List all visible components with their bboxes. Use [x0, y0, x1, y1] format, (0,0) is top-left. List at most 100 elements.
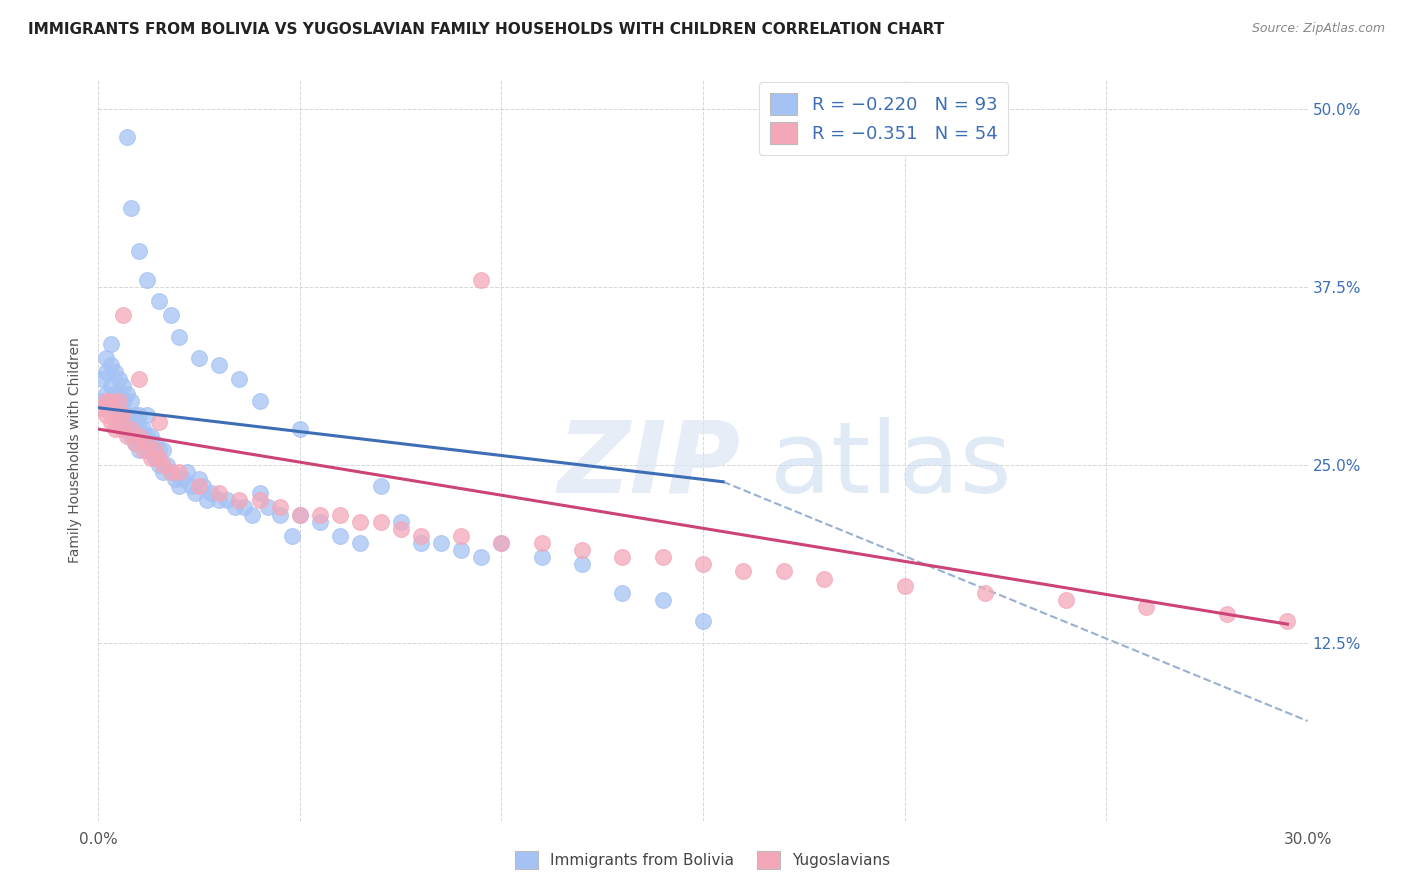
Point: [107, 386, 129, 401]
Point: [120, 429, 142, 443]
Point: [195, 493, 218, 508]
Point: [1277, 615, 1299, 629]
Point: [249, 486, 271, 500]
Point: [232, 500, 254, 515]
Point: [188, 479, 211, 493]
Point: [269, 500, 291, 515]
Point: [249, 393, 271, 408]
Point: [530, 550, 553, 565]
Point: [120, 393, 142, 408]
Point: [288, 422, 311, 436]
Point: [152, 458, 174, 472]
Point: [530, 536, 553, 550]
Point: [96, 393, 118, 408]
Point: [772, 565, 794, 579]
Point: [143, 450, 166, 465]
Point: [180, 479, 202, 493]
Point: [120, 415, 142, 429]
Point: [115, 429, 138, 443]
Point: [349, 515, 371, 529]
Point: [100, 379, 122, 393]
Text: atlas: atlas: [769, 417, 1011, 514]
Point: [135, 408, 157, 422]
Point: [148, 415, 170, 429]
Point: [409, 536, 432, 550]
Point: [132, 422, 155, 436]
Point: [1135, 600, 1157, 615]
Point: [188, 351, 211, 365]
Point: [184, 486, 207, 500]
Point: [612, 550, 634, 565]
Point: [249, 493, 271, 508]
Point: [288, 508, 311, 522]
Point: [103, 422, 125, 436]
Legend: R = −0.220   N = 93, R = −0.351   N = 54: R = −0.220 N = 93, R = −0.351 N = 54: [759, 82, 1008, 155]
Point: [188, 472, 211, 486]
Point: [132, 436, 155, 450]
Point: [128, 422, 150, 436]
Point: [111, 308, 134, 322]
Point: [156, 458, 179, 472]
Point: [120, 202, 142, 216]
Point: [450, 529, 472, 543]
Point: [96, 386, 118, 401]
Point: [124, 436, 146, 450]
Point: [193, 479, 215, 493]
Point: [200, 486, 222, 500]
Point: [135, 429, 157, 443]
Point: [167, 479, 190, 493]
Point: [100, 358, 122, 372]
Point: [228, 372, 250, 386]
Point: [107, 372, 129, 386]
Point: [115, 386, 138, 401]
Point: [893, 579, 915, 593]
Point: [132, 443, 155, 458]
Point: [160, 465, 183, 479]
Point: [692, 558, 714, 572]
Point: [217, 493, 239, 508]
Point: [128, 244, 150, 259]
Point: [115, 130, 138, 145]
Point: [389, 515, 412, 529]
Point: [100, 393, 122, 408]
Point: [115, 422, 138, 436]
Point: [470, 550, 492, 565]
Point: [491, 536, 513, 550]
Point: [148, 458, 170, 472]
Point: [143, 443, 166, 458]
Point: [91, 372, 114, 386]
Point: [430, 536, 453, 550]
Point: [148, 450, 170, 465]
Point: [309, 508, 332, 522]
Point: [349, 536, 371, 550]
Point: [96, 408, 118, 422]
Text: ZIP: ZIP: [558, 417, 741, 514]
Point: [612, 586, 634, 600]
Point: [692, 615, 714, 629]
Point: [124, 422, 146, 436]
Text: IMMIGRANTS FROM BOLIVIA VS YUGOSLAVIAN FAMILY HOUSEHOLDS WITH CHILDREN CORRELATI: IMMIGRANTS FROM BOLIVIA VS YUGOSLAVIAN F…: [28, 22, 945, 37]
Point: [100, 415, 122, 429]
Point: [370, 515, 392, 529]
Point: [281, 529, 304, 543]
Point: [139, 443, 162, 458]
Point: [111, 415, 134, 429]
Point: [370, 479, 392, 493]
Point: [208, 486, 231, 500]
Point: [172, 472, 194, 486]
Point: [152, 443, 174, 458]
Point: [1054, 593, 1077, 607]
Point: [111, 393, 134, 408]
Point: [91, 401, 114, 415]
Point: [269, 508, 291, 522]
Point: [176, 465, 198, 479]
Text: Source: ZipAtlas.com: Source: ZipAtlas.com: [1251, 22, 1385, 36]
Point: [135, 436, 157, 450]
Point: [224, 500, 246, 515]
Point: [329, 508, 352, 522]
Point: [135, 443, 157, 458]
Point: [470, 272, 492, 286]
Point: [651, 593, 673, 607]
Point: [103, 401, 125, 415]
Point: [100, 393, 122, 408]
